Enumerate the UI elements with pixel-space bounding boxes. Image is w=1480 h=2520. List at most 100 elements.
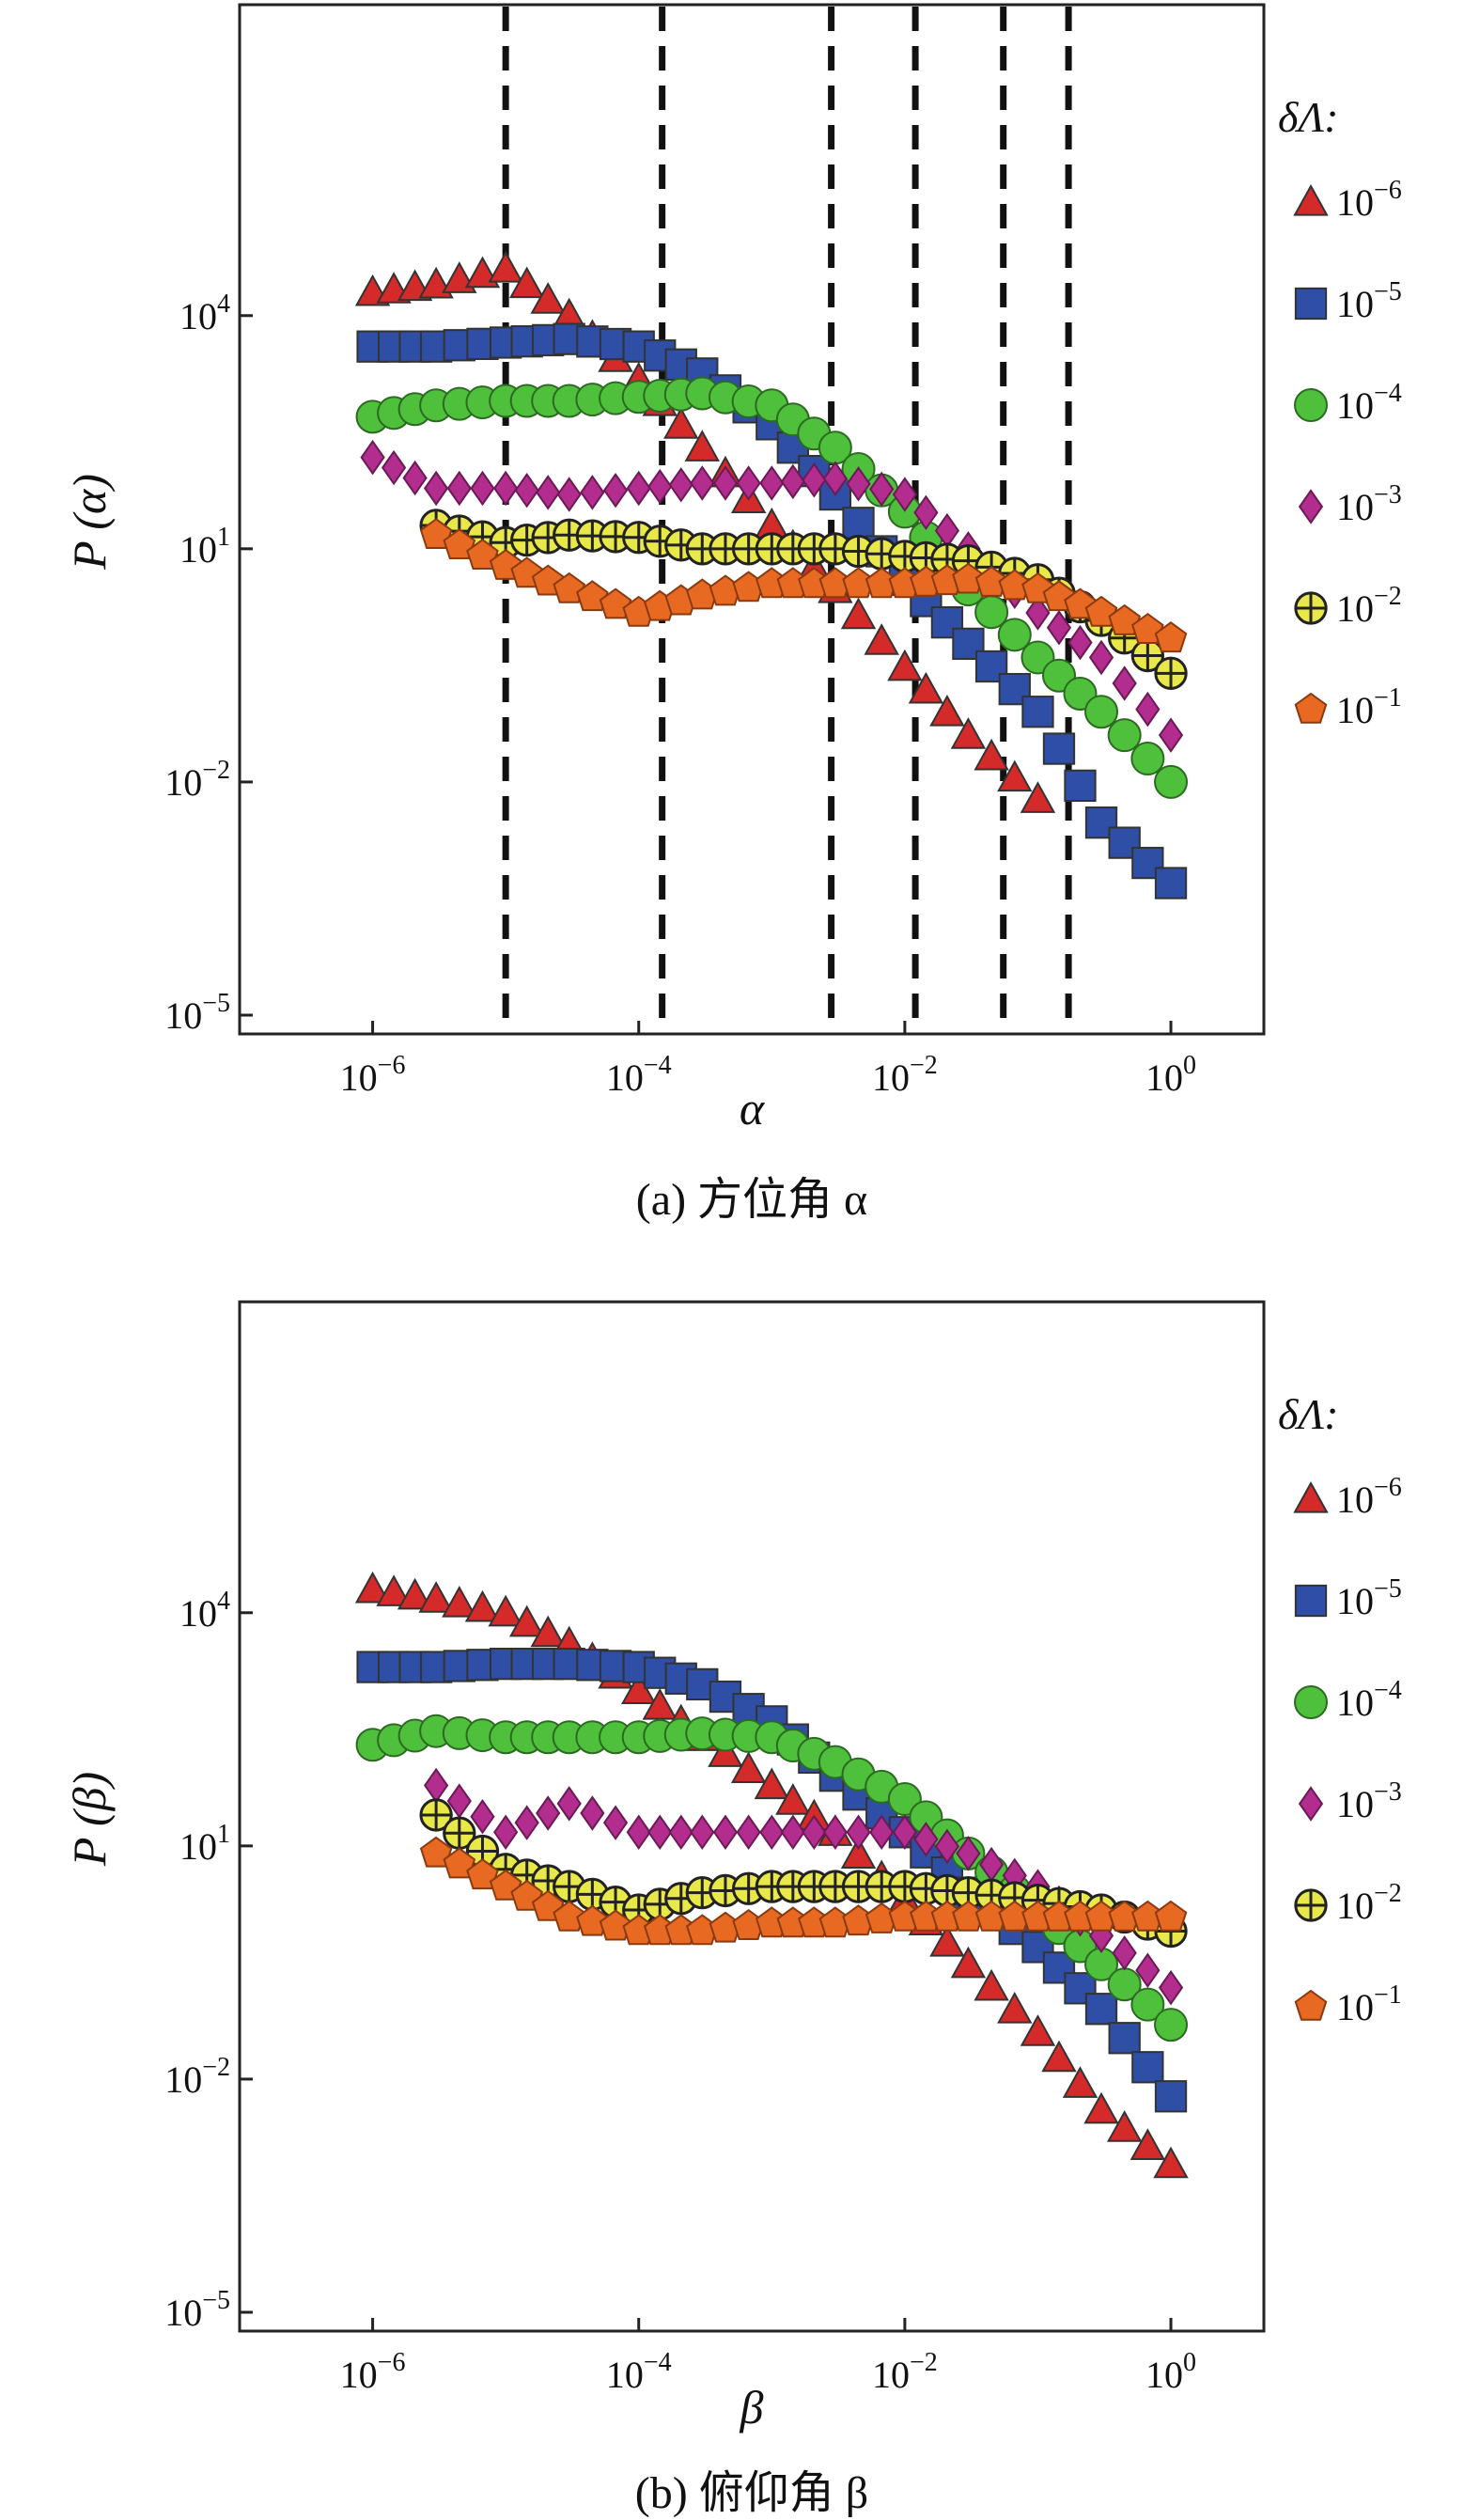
- point-e-5: [1131, 2051, 1164, 2084]
- point-e-3: [493, 470, 519, 507]
- x-tick-label: 10−4: [606, 1051, 672, 1099]
- point-e-3: [1046, 610, 1072, 646]
- legend-label-e-3: 10−3: [1336, 480, 1402, 528]
- point-e-3: [1135, 691, 1161, 728]
- legend-a: δΛ: 10−6 10−5 10−4 10−3 10−2 10−1: [1278, 93, 1402, 731]
- point-e-3: [822, 1814, 848, 1851]
- point-e-3: [647, 468, 673, 505]
- point-e-5: [1042, 732, 1076, 765]
- point-e-3: [1025, 595, 1051, 631]
- point-e-6: [1153, 2146, 1189, 2179]
- point-e-6: [974, 738, 1009, 771]
- y-tick-label: 10−5: [164, 989, 230, 1037]
- point-e-1: [576, 1904, 609, 1936]
- point-e-6: [929, 694, 965, 727]
- point-e-3: [1135, 1952, 1161, 1988]
- legend-marker-e-2: [1294, 591, 1328, 625]
- point-e-5: [1064, 769, 1097, 803]
- point-e-6: [1083, 2091, 1119, 2124]
- x-axis-title-b: β: [740, 2381, 764, 2434]
- point-e-3: [602, 1805, 629, 1840]
- x-tick-label: 100: [1145, 1051, 1196, 1099]
- point-e-3: [802, 1814, 827, 1851]
- point-e-3: [626, 470, 651, 507]
- point-e-6: [997, 759, 1033, 792]
- point-e-3: [712, 465, 739, 501]
- x-tick-label: 10−2: [872, 1051, 938, 1099]
- ticks-b: 10−6 10−4 10−2 100 10−5 10−2 101 104: [164, 1587, 1196, 2396]
- point-e-3: [1067, 624, 1093, 661]
- legend-title: δΛ:: [1278, 1390, 1339, 1438]
- point-e-3: [470, 470, 495, 507]
- point-e-3: [514, 472, 539, 509]
- point-e-6: [354, 1571, 391, 1604]
- point-e-2: [1130, 638, 1165, 673]
- point-e-4: [1130, 742, 1165, 776]
- y-axis-title-b: P (β): [63, 1772, 116, 1867]
- point-e-6: [464, 1589, 501, 1622]
- data-points-a: [354, 250, 1189, 900]
- point-e-6: [840, 1837, 877, 1870]
- legend-title: δΛ:: [1278, 93, 1339, 141]
- point-e-3: [759, 465, 785, 501]
- data-points-b: [354, 1571, 1189, 2179]
- point-e-3: [580, 1795, 605, 1831]
- point-e-1: [599, 587, 632, 619]
- legend-marker-e-4: [1294, 1685, 1328, 1719]
- point-e-6: [929, 1925, 965, 1957]
- point-e-6: [488, 1594, 523, 1627]
- point-e-1: [576, 580, 609, 612]
- point-e-2: [709, 532, 742, 566]
- point-e-6: [887, 649, 923, 681]
- point-e-6: [530, 282, 566, 314]
- point-e-5: [1154, 867, 1188, 900]
- point-e-3: [892, 477, 918, 512]
- y-tick-label: 104: [179, 1587, 230, 1635]
- point-e-4: [997, 618, 1032, 652]
- point-e-6: [1020, 2014, 1056, 2046]
- point-e-6: [442, 261, 477, 293]
- point-e-3: [647, 1814, 673, 1851]
- point-e-6: [708, 1735, 743, 1767]
- point-e-1: [553, 571, 586, 603]
- point-e-3: [736, 465, 761, 501]
- y-axis-title-a: P (α): [63, 474, 116, 571]
- point-e-6: [997, 1991, 1033, 2024]
- point-e-6: [950, 717, 987, 749]
- point-e-3: [759, 1814, 785, 1851]
- point-e-6: [530, 1615, 566, 1648]
- point-e-1: [1108, 603, 1142, 635]
- point-e-1: [998, 569, 1032, 601]
- point-e-5: [1084, 1993, 1118, 2026]
- point-e-6: [1020, 781, 1056, 813]
- point-e-6: [1062, 2066, 1098, 2098]
- point-e-3: [556, 1786, 582, 1822]
- legend-label-e-5: 10−5: [1336, 277, 1402, 325]
- legend-label-e-4: 10−4: [1336, 379, 1402, 427]
- y-tick-label: 10−5: [164, 2286, 230, 2334]
- legend-marker-e-5: [1294, 287, 1328, 321]
- caption-b: (b) 俯仰角 β: [635, 2468, 868, 2518]
- point-e-6: [950, 1946, 987, 1979]
- point-e-5: [1154, 2080, 1188, 2113]
- y-tick-label: 10−2: [164, 2053, 230, 2101]
- x-tick-label: 10−2: [872, 2348, 938, 2396]
- point-e-1: [974, 565, 1008, 597]
- point-e-6: [663, 407, 699, 439]
- point-e-3: [780, 1814, 805, 1851]
- point-e-6: [730, 1751, 767, 1784]
- point-e-3: [1088, 639, 1114, 676]
- x-tick-label: 100: [1145, 2348, 1196, 2396]
- point-e-5: [1108, 826, 1141, 859]
- point-e-5: [952, 627, 985, 661]
- point-e-3: [869, 471, 895, 508]
- plot-frame-b: [238, 1300, 1266, 2333]
- point-e-1: [952, 562, 985, 594]
- panel-a: 10−6 10−4 10−2 100 10−5 10−2 101 104 P (α) α (a…: [63, 3, 1402, 1225]
- point-e-4: [1107, 718, 1142, 753]
- point-e-3: [446, 470, 472, 507]
- point-e-3: [493, 1814, 519, 1851]
- point-e-3: [712, 1814, 739, 1851]
- legend-marker-e-2: [1294, 1888, 1328, 1922]
- point-e-6: [376, 1574, 412, 1606]
